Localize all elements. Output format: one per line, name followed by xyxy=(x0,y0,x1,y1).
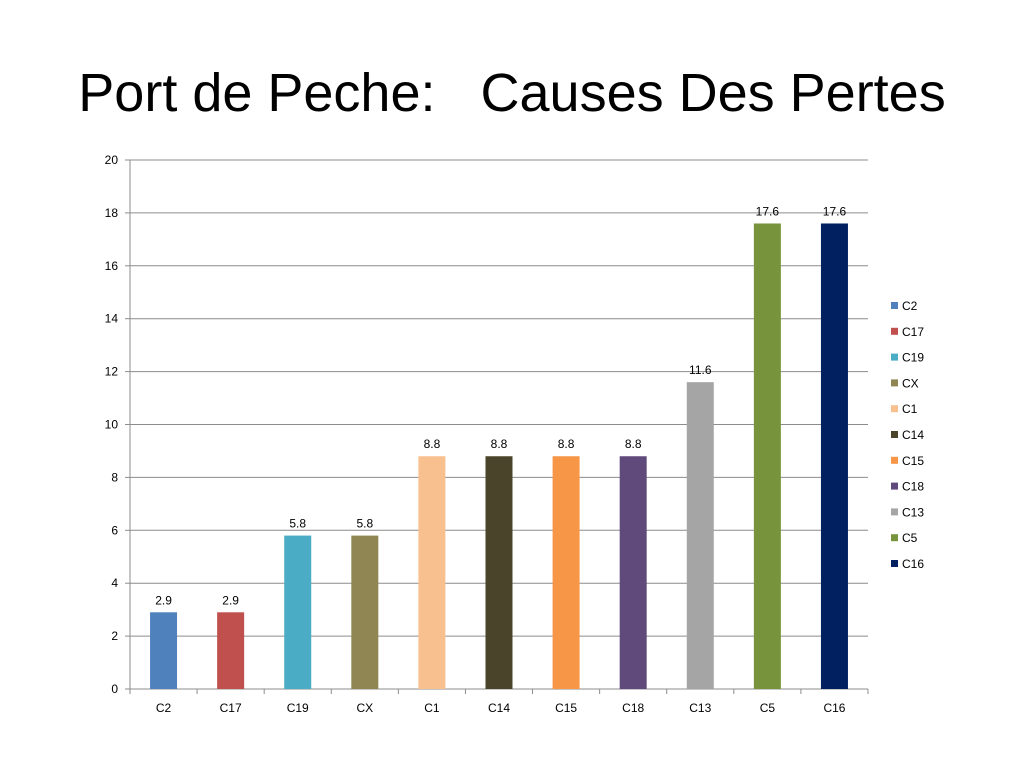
bar-c14 xyxy=(485,456,513,689)
y-tick-label: 12 xyxy=(105,365,119,379)
data-label: 8.8 xyxy=(625,437,642,451)
data-label: 17.6 xyxy=(823,204,847,218)
x-tick-label: C2 xyxy=(156,701,172,715)
bar-c13 xyxy=(686,382,714,689)
y-tick-label: 0 xyxy=(111,682,118,696)
slide-title: Port de Peche: Causes Des Pertes xyxy=(78,63,946,123)
bar-c2 xyxy=(150,612,178,689)
y-tick-label: 4 xyxy=(111,576,118,590)
legend-label: C1 xyxy=(902,402,918,416)
y-tick-label: 18 xyxy=(105,206,119,220)
bar-c16 xyxy=(820,223,848,690)
y-tick-label: 8 xyxy=(111,470,118,484)
y-tick-label: 14 xyxy=(105,312,119,326)
x-tick-label: C16 xyxy=(823,701,845,715)
legend-swatch xyxy=(891,560,898,567)
x-tick-label: C15 xyxy=(555,701,577,715)
legend-swatch xyxy=(891,482,898,490)
bar-c17 xyxy=(217,612,245,689)
x-tick-label: C14 xyxy=(488,701,510,715)
legend-swatch xyxy=(891,431,898,438)
legend-swatch xyxy=(891,405,898,413)
legend-swatch xyxy=(891,379,898,387)
bar-c19 xyxy=(284,535,312,689)
data-label: 2.9 xyxy=(155,593,172,607)
bars xyxy=(150,223,848,690)
y-tick-label: 20 xyxy=(105,153,119,167)
legend-label: C15 xyxy=(902,454,924,468)
data-label: 5.8 xyxy=(289,517,306,531)
x-tick-labels: C2 C17 C19 CX C1 C14 C15 C18 C13 C5 C16 xyxy=(156,701,846,715)
data-label: 8.8 xyxy=(558,437,575,451)
y-tick-label: 2 xyxy=(111,629,118,643)
legend-swatch xyxy=(891,456,898,464)
data-label: 8.8 xyxy=(424,437,441,451)
legend-label: C18 xyxy=(902,480,924,494)
legend-label: C16 xyxy=(902,557,924,571)
y-tick-labels: 0 2 4 6 8 10 12 14 16 18 20 xyxy=(105,153,119,696)
data-label: 11.6 xyxy=(689,363,712,377)
x-tick-label: CX xyxy=(356,701,373,715)
legend-label: C13 xyxy=(902,505,924,519)
legend-swatch xyxy=(891,534,898,542)
bar-cx xyxy=(351,535,379,689)
legend-label: C17 xyxy=(902,325,924,339)
legend-label: C14 xyxy=(902,428,924,442)
bar-c1 xyxy=(418,456,446,689)
legend-label: C19 xyxy=(902,351,924,365)
data-labels: 2.9 2.9 5.8 5.8 8.8 8.8 8.8 8.8 11.6 17.6 17.6 xyxy=(155,204,846,607)
x-tick-label: C1 xyxy=(424,701,440,715)
bar-c15 xyxy=(552,456,580,689)
y-tick-label: 16 xyxy=(105,259,119,273)
bar-c18 xyxy=(619,456,647,689)
data-label: 2.9 xyxy=(222,593,239,607)
legend-swatch xyxy=(891,302,898,309)
x-tick-label: C13 xyxy=(689,701,711,715)
x-tick-label: C18 xyxy=(622,701,644,715)
legend-swatch xyxy=(891,353,898,361)
y-tick-label: 10 xyxy=(105,418,119,432)
y-tick-label: 6 xyxy=(111,523,118,537)
legend-swatch xyxy=(891,508,898,516)
x-tick-label: C5 xyxy=(760,701,776,715)
legend-swatch xyxy=(891,327,898,335)
legend-label: CX xyxy=(902,376,919,390)
legend: C2 C17 C19 CX C1 C14 C15 C18 C13 C5 C16 xyxy=(891,299,924,571)
data-label: 8.8 xyxy=(491,437,508,451)
x-tick-label: C19 xyxy=(287,701,309,715)
legend-label: C2 xyxy=(902,299,918,313)
data-label: 5.8 xyxy=(356,517,373,531)
x-tick-label: C17 xyxy=(220,701,242,715)
data-label: 17.6 xyxy=(756,204,780,218)
bar-c5 xyxy=(753,223,781,690)
legend-label: C5 xyxy=(902,531,918,545)
